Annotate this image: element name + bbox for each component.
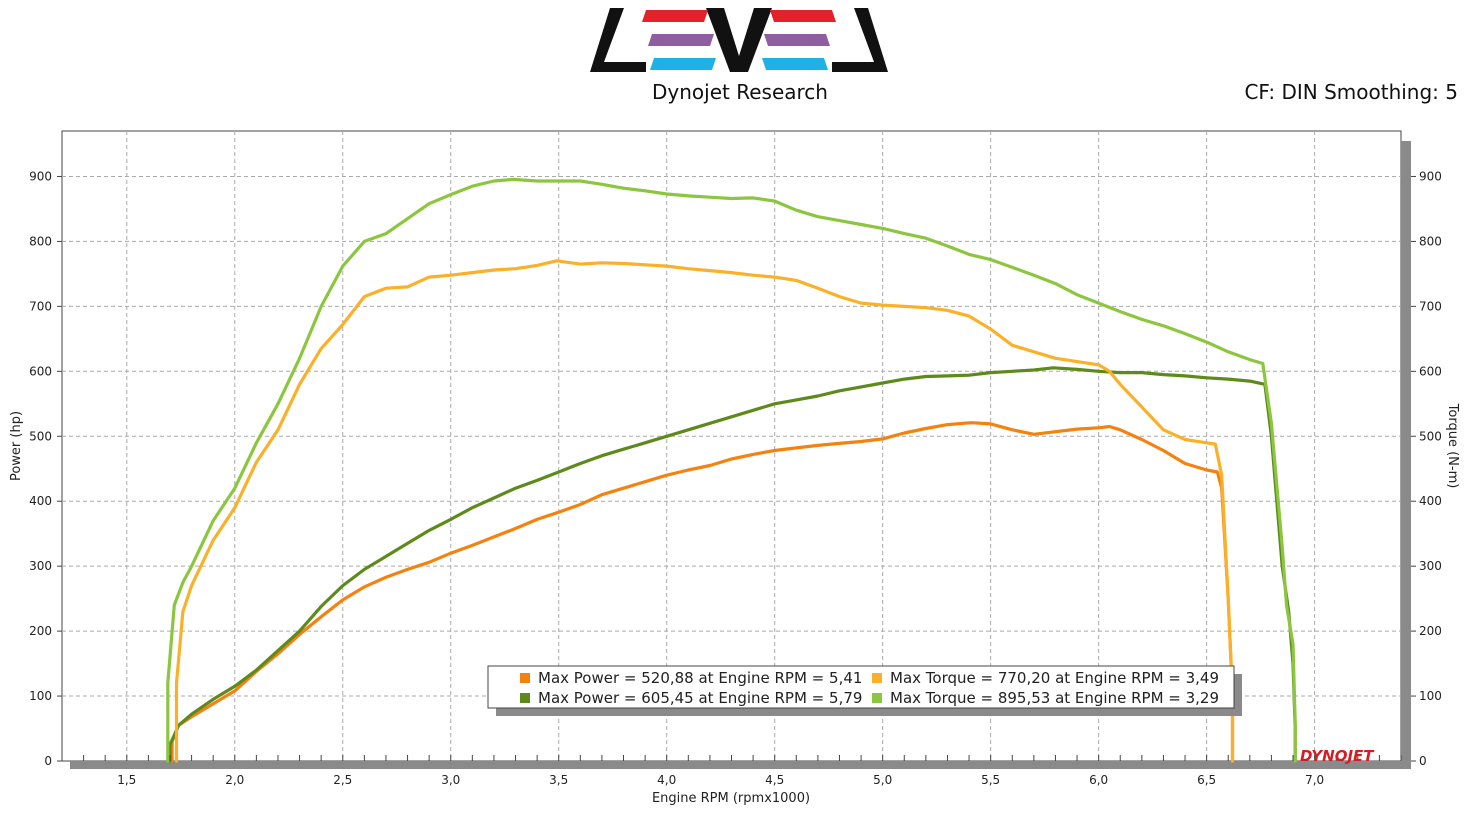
y-left-tick-label: 600 <box>29 364 52 378</box>
legend-swatch <box>872 673 882 683</box>
svg-text:DYNOJET: DYNOJET <box>1300 747 1375 765</box>
y-right-tick-label: 0 <box>1419 754 1427 768</box>
logo-bar-red-right <box>770 10 836 22</box>
y-right-tick-label: 900 <box>1419 169 1442 183</box>
legend-label: Max Power = 605,45 at Engine RPM = 5,79 <box>538 689 862 707</box>
y-axis-left-label: Power (hp) <box>9 411 24 481</box>
x-tick-label: 1,5 <box>117 773 136 787</box>
logo-bar-purple-right <box>764 34 830 46</box>
series-line-2 <box>168 366 1297 763</box>
x-tick-label: 2,0 <box>225 773 244 787</box>
legend-box <box>487 665 1235 709</box>
y-left-tick-label: 0 <box>44 754 52 768</box>
logo-right-bracket <box>832 8 888 72</box>
y-left-tick-label: 100 <box>29 689 52 703</box>
y-left-tick-label: 900 <box>29 169 52 183</box>
y-right-tick-label: 600 <box>1419 364 1442 378</box>
y-right-tick-label: 800 <box>1419 234 1442 248</box>
y-left-tick-label: 400 <box>29 494 52 508</box>
logo-bar-red-left <box>642 10 708 22</box>
logo-bar-purple-left <box>648 34 714 46</box>
bottom-axis-strip <box>70 761 1411 769</box>
plot-area <box>61 130 1402 762</box>
legend-swatch <box>520 693 530 703</box>
y-left-tick-label: 800 <box>29 234 52 248</box>
x-tick-label: 3,0 <box>441 773 460 787</box>
logo-left-bracket <box>590 8 646 72</box>
dynojet-brand-logo: DYNOJET <box>1300 747 1375 765</box>
company-name: Dynojet Research <box>652 80 828 104</box>
series-line-4 <box>166 177 1297 763</box>
y-right-tick-label: 500 <box>1419 429 1442 443</box>
y-right-tick-label: 300 <box>1419 559 1442 573</box>
y-left-tick-label: 500 <box>29 429 52 443</box>
legend-swatch <box>872 693 882 703</box>
x-tick-label: 2,5 <box>333 773 352 787</box>
x-tick-label: 5,5 <box>981 773 1000 787</box>
legend-swatch <box>520 673 530 683</box>
y-left-tick-label: 300 <box>29 559 52 573</box>
y-left-tick-label: 200 <box>29 624 52 638</box>
x-tick-label: 6,0 <box>1089 773 1108 787</box>
right-axis-strip <box>1401 141 1411 766</box>
x-tick-label: 6,5 <box>1197 773 1216 787</box>
chart-legend: Max Power = 520,88 at Engine RPM = 5,41 M… <box>487 665 1242 716</box>
y-right-tick-label: 700 <box>1419 299 1442 313</box>
x-axis-label: Engine RPM (rpmx1000) <box>652 791 810 806</box>
y-right-tick-label: 400 <box>1419 494 1442 508</box>
legend-label: Max Torque = 770,20 at Engine RPM = 3,49 <box>890 669 1219 687</box>
legend-label: Max Torque = 895,53 at Engine RPM = 3,29 <box>890 689 1219 707</box>
y-right-tick-label: 100 <box>1419 689 1442 703</box>
x-tick-label: 4,0 <box>657 773 676 787</box>
level-logo <box>588 8 890 74</box>
correction-factor-info: CF: DIN Smoothing: 5 <box>1244 80 1458 104</box>
logo-v-shape <box>706 8 772 72</box>
legend-label: Max Power = 520,88 at Engine RPM = 5,41 <box>538 669 862 687</box>
x-tick-label: 4,5 <box>765 773 784 787</box>
logo-bar-blue-left <box>650 58 716 70</box>
x-tick-label: 5,0 <box>873 773 892 787</box>
y-right-tick-label: 200 <box>1419 624 1442 638</box>
y-left-tick-label: 700 <box>29 299 52 313</box>
logo-bar-blue-right <box>762 58 828 70</box>
y-axis-right-label: Torque (N-m) <box>1445 403 1460 489</box>
x-tick-label: 7,0 <box>1305 773 1324 787</box>
x-tick-label: 3,5 <box>549 773 568 787</box>
series-line-1 <box>170 421 1235 763</box>
series-line-3 <box>174 259 1235 763</box>
